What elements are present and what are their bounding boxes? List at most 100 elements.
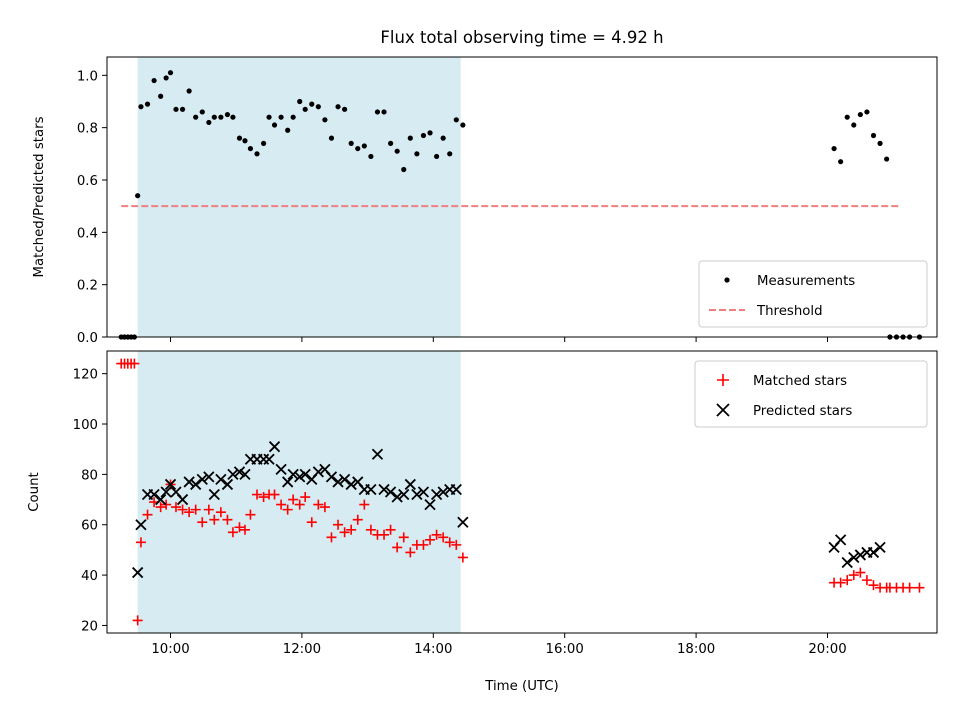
data-point bbox=[831, 145, 837, 152]
data-point bbox=[361, 143, 367, 149]
data-point bbox=[197, 517, 208, 528]
legend-marker-plus bbox=[717, 374, 729, 386]
data-point bbox=[302, 106, 308, 112]
data-point bbox=[161, 499, 172, 510]
data-point bbox=[867, 546, 880, 559]
data-point bbox=[184, 507, 195, 518]
data-point bbox=[451, 539, 462, 550]
data-point bbox=[440, 135, 446, 141]
data-point bbox=[848, 570, 859, 581]
data-point bbox=[271, 122, 278, 128]
data-point bbox=[884, 156, 890, 162]
data-point bbox=[266, 114, 272, 120]
data-point bbox=[870, 132, 877, 139]
data-point bbox=[173, 106, 179, 112]
data-point bbox=[425, 534, 436, 545]
data-point bbox=[218, 114, 224, 120]
data-point bbox=[348, 140, 354, 146]
data-point bbox=[132, 615, 143, 626]
data-point bbox=[221, 478, 234, 491]
data-point bbox=[368, 153, 374, 160]
y-tick-label: 80 bbox=[81, 468, 98, 483]
data-point bbox=[209, 514, 220, 525]
legend: Matched stars Predicted stars bbox=[694, 360, 928, 428]
data-point bbox=[332, 476, 344, 488]
data-point bbox=[282, 476, 294, 488]
data-point bbox=[176, 493, 189, 506]
y-tick-label: 60 bbox=[81, 519, 98, 534]
data-point bbox=[431, 529, 442, 540]
data-point bbox=[433, 153, 440, 160]
x-tick-label: 14:00 bbox=[414, 642, 452, 657]
data-point bbox=[227, 468, 239, 481]
data-point bbox=[258, 492, 269, 503]
data-point bbox=[239, 468, 251, 481]
data-point bbox=[208, 488, 220, 501]
data-point bbox=[430, 488, 443, 501]
data-point bbox=[342, 106, 348, 112]
data-point bbox=[319, 502, 330, 513]
data-point bbox=[378, 483, 390, 496]
legend-label: Measurements bbox=[757, 274, 855, 289]
y-tick-label: 20 bbox=[81, 619, 98, 634]
data-point bbox=[437, 486, 449, 498]
data-point bbox=[841, 556, 853, 569]
data-point bbox=[411, 488, 423, 501]
data-point bbox=[196, 473, 208, 486]
data-point bbox=[206, 119, 212, 126]
data-point bbox=[234, 522, 245, 533]
legend: Measurements Threshold bbox=[698, 260, 928, 328]
data-point bbox=[874, 541, 886, 554]
data-point bbox=[186, 88, 192, 94]
data-point bbox=[371, 448, 384, 460]
data-point bbox=[183, 476, 195, 488]
data-point bbox=[278, 114, 284, 120]
data-point bbox=[297, 98, 303, 105]
data-point bbox=[215, 507, 226, 518]
data-point bbox=[179, 106, 186, 112]
data-point bbox=[312, 466, 324, 478]
data-point bbox=[392, 542, 403, 553]
y-tick-label: 0.6 bbox=[77, 174, 98, 189]
data-point bbox=[287, 468, 299, 481]
data-point bbox=[288, 494, 299, 505]
data-point bbox=[263, 453, 275, 465]
ratio-panel: 0.0 0.2 0.4 0.6 0.8 1.0 Matched/Predicted star… bbox=[32, 56, 938, 346]
data-point bbox=[388, 140, 394, 146]
y-tick-label: 0.8 bbox=[77, 122, 98, 137]
data-point bbox=[252, 489, 263, 500]
data-point bbox=[285, 127, 291, 133]
legend-label: Matched stars bbox=[753, 374, 847, 389]
data-point bbox=[138, 104, 144, 110]
data-point bbox=[414, 151, 420, 157]
data-point bbox=[835, 577, 846, 588]
data-point bbox=[359, 499, 370, 510]
data-point bbox=[313, 499, 324, 510]
data-point bbox=[328, 135, 335, 141]
data-point bbox=[242, 138, 248, 144]
data-point bbox=[239, 524, 250, 535]
data-point bbox=[460, 122, 466, 128]
data-point bbox=[352, 514, 363, 525]
x-tick-label: 12:00 bbox=[283, 642, 321, 657]
x-axis-label: Time (UTC) bbox=[484, 679, 559, 694]
data-point bbox=[167, 70, 174, 76]
data-point bbox=[230, 114, 236, 120]
data-point bbox=[294, 499, 305, 510]
x-tick-label: 16:00 bbox=[546, 642, 584, 657]
axes-frame bbox=[106, 350, 938, 634]
observing-span bbox=[137, 351, 461, 633]
data-point bbox=[199, 109, 205, 115]
data-point bbox=[322, 117, 328, 123]
data-point bbox=[855, 567, 866, 578]
data-point bbox=[135, 519, 147, 531]
data-point bbox=[385, 524, 396, 535]
data-point bbox=[193, 114, 199, 120]
data-point bbox=[236, 135, 243, 141]
data-point bbox=[282, 504, 293, 515]
data-point bbox=[424, 498, 436, 511]
data-point bbox=[417, 486, 430, 498]
data-point bbox=[325, 471, 338, 483]
chart-title: Flux total observing time = 4.92 h bbox=[380, 28, 663, 47]
